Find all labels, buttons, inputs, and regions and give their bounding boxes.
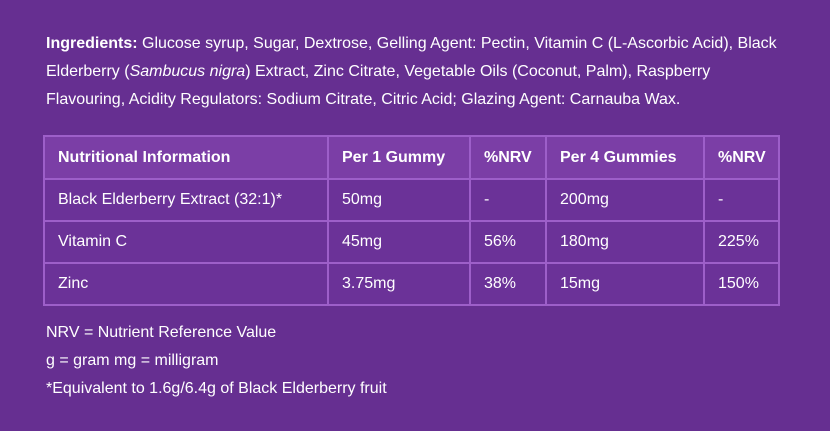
table-header-row: Nutritional Information Per 1 Gummy %NRV… bbox=[43, 135, 780, 180]
table-row-elderberry: Black Elderberry Extract (32:1)* 50mg - … bbox=[43, 178, 780, 222]
cell-nrv-4: 150% bbox=[703, 262, 780, 306]
ingredients-label: Ingredients: bbox=[46, 35, 138, 52]
cell-nutrient-name: Black Elderberry Extract (32:1)* bbox=[43, 178, 329, 222]
cell-nrv-1: 38% bbox=[469, 262, 547, 306]
cell-nutrient-name: Vitamin C bbox=[43, 220, 329, 264]
ingredients-paragraph: Ingredients: Glucose syrup, Sugar, Dextr… bbox=[46, 30, 786, 114]
cell-nrv-4: - bbox=[703, 178, 780, 222]
cell-per-1-gummy: 3.75mg bbox=[327, 262, 471, 306]
ingredients-species-name: Sambucus nigra bbox=[129, 63, 246, 80]
ingredients-text-2: ) Extract, Zinc Citrate, Vegetable Oils … bbox=[46, 63, 711, 108]
cell-per-1-gummy: 45mg bbox=[327, 220, 471, 264]
column-header-nutritional-information: Nutritional Information bbox=[43, 135, 329, 180]
table-row-zinc: Zinc 3.75mg 38% 15mg 150% bbox=[43, 262, 780, 306]
column-header-nrv-4: %NRV bbox=[703, 135, 780, 180]
nutrition-table: Nutritional Information Per 1 Gummy %NRV… bbox=[43, 135, 780, 306]
cell-per-4-gummies: 15mg bbox=[545, 262, 705, 306]
column-header-nrv-1: %NRV bbox=[469, 135, 547, 180]
column-header-per-4-gummies: Per 4 Gummies bbox=[545, 135, 705, 180]
cell-nrv-1: 56% bbox=[469, 220, 547, 264]
cell-per-1-gummy: 50mg bbox=[327, 178, 471, 222]
footnote-unit-definitions: g = gram mg = milligram bbox=[46, 352, 219, 369]
cell-nrv-1: - bbox=[469, 178, 547, 222]
footnote-nrv-definition: NRV = Nutrient Reference Value bbox=[46, 324, 277, 341]
ingredients-text-1: Glucose syrup, Sugar, Dextrose, Gelling … bbox=[46, 35, 777, 80]
cell-per-4-gummies: 180mg bbox=[545, 220, 705, 264]
column-header-per-1-gummy: Per 1 Gummy bbox=[327, 135, 471, 180]
cell-nrv-4: 225% bbox=[703, 220, 780, 264]
footnotes: NRV = Nutrient Reference Value g = gram … bbox=[46, 319, 786, 403]
cell-per-4-gummies: 200mg bbox=[545, 178, 705, 222]
footnote-equivalence: *Equivalent to 1.6g/6.4g of Black Elderb… bbox=[46, 380, 387, 397]
cell-nutrient-name: Zinc bbox=[43, 262, 329, 306]
table-row-vitamin-c: Vitamin C 45mg 56% 180mg 225% bbox=[43, 220, 780, 264]
